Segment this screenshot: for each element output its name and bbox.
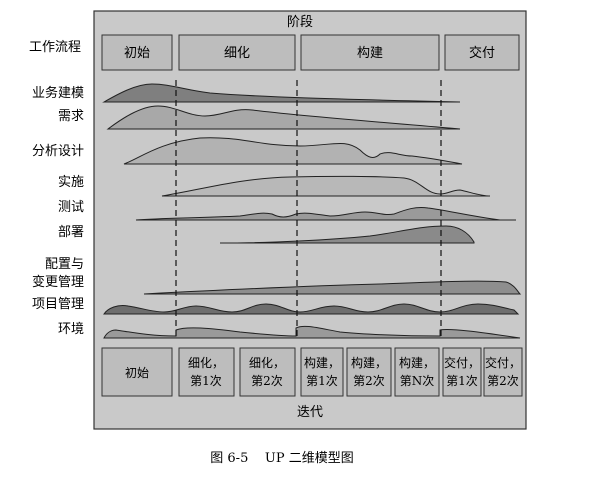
phase-box-construction	[300, 34, 440, 71]
phase-dividers	[175, 80, 442, 340]
iteration-footer-label: 迭代	[297, 405, 323, 420]
iteration-label-2b: 第1次	[190, 374, 222, 388]
iteration-box-3	[239, 347, 296, 397]
discipline-label-deployment: 部署	[58, 225, 84, 240]
discipline-label-business-modeling: 业务建模	[32, 85, 84, 101]
discipline-label-config-1: 配置与	[45, 257, 84, 272]
iteration-box-8	[483, 347, 523, 397]
iteration-label-8a: 交付，	[485, 355, 521, 370]
iteration-label-2a: 细化，	[188, 356, 224, 370]
discipline-labels: 业务建模 需求 分析设计 实施 测试 部署 配置与 变更管理 项目管理 环境	[32, 85, 84, 337]
phase-box-inception	[101, 34, 173, 71]
discipline-label-test: 测试	[58, 200, 84, 215]
discipline-label-project-management: 项目管理	[32, 297, 84, 312]
phase-row: 初始 细化 构建 交付	[101, 34, 520, 71]
hump-test	[135, 207, 516, 221]
phase-label-transition: 交付	[469, 45, 495, 61]
iteration-label-4b: 第1次	[306, 374, 338, 388]
discipline-label-environment: 环境	[58, 322, 84, 337]
iteration-box-4	[300, 347, 344, 397]
iteration-label-7a: 交付，	[444, 355, 480, 370]
iteration-row: 初始 细化， 第1次 细化， 第2次 构建， 第1次 构建， 第2次 构建， 第…	[101, 347, 523, 397]
iteration-label-3b: 第2次	[251, 374, 283, 388]
iteration-box-1	[101, 347, 173, 397]
phase-box-transition	[444, 34, 520, 71]
iteration-box-2	[178, 347, 235, 397]
hump-project-management	[103, 303, 520, 315]
figure-caption: 图 6-5 UP 二维模型图	[210, 451, 353, 466]
hump-config-change	[143, 280, 522, 295]
iteration-box-6	[394, 347, 440, 397]
phase-box-elaboration	[178, 34, 296, 71]
discipline-label-analysis-design: 分析设计	[32, 144, 84, 159]
workflow-label: 工作流程	[29, 40, 81, 55]
phase-header-title: 阶段	[287, 15, 313, 30]
iteration-label-8b: 第2次	[487, 374, 519, 388]
hump-analysis-design	[123, 137, 463, 165]
iteration-label-5a: 构建，	[351, 355, 387, 370]
phase-label-construction: 构建	[357, 46, 383, 61]
hump-deployment	[219, 225, 475, 244]
iteration-label-6a: 构建，	[399, 355, 435, 370]
discipline-label-implementation: 实施	[58, 175, 84, 190]
discipline-label-config-2: 变更管理	[32, 274, 84, 290]
hump-requirements	[106, 105, 461, 130]
iteration-label-1: 初始	[125, 366, 149, 380]
iteration-label-5b: 第2次	[353, 374, 385, 388]
iteration-label-6b: 第N次	[400, 374, 435, 388]
iteration-box-7	[442, 347, 482, 397]
iteration-box-5	[346, 347, 392, 397]
phase-label-elaboration: 细化	[224, 46, 250, 61]
hump-business-modeling	[102, 83, 461, 103]
iteration-label-7b: 第1次	[446, 374, 478, 388]
discipline-label-requirements: 需求	[58, 109, 84, 124]
effort-humps	[102, 83, 522, 339]
iteration-label-4a: 构建，	[304, 355, 340, 370]
hump-environment	[103, 325, 521, 339]
phase-label-inception: 初始	[124, 46, 150, 61]
iteration-label-3a: 细化，	[249, 356, 285, 370]
hump-implementation	[161, 175, 491, 197]
